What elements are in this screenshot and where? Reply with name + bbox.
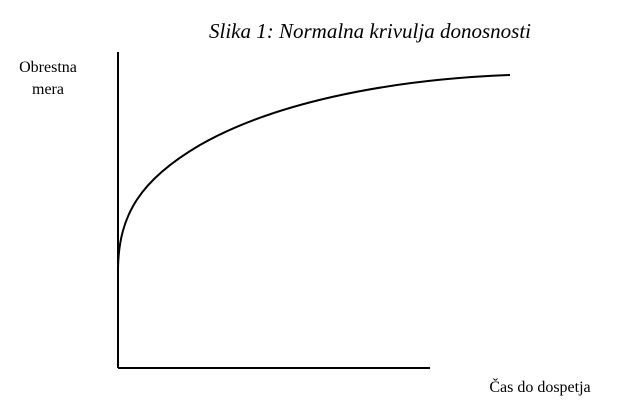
x-axis-label: Čas do dospetja xyxy=(489,377,590,396)
y-axis-label: mera xyxy=(32,81,64,98)
yield-curve xyxy=(117,74,511,269)
title: Slika 1: Normalna krivulja donosnosti xyxy=(209,19,531,43)
y-axis-label: Obrestna xyxy=(19,59,77,76)
